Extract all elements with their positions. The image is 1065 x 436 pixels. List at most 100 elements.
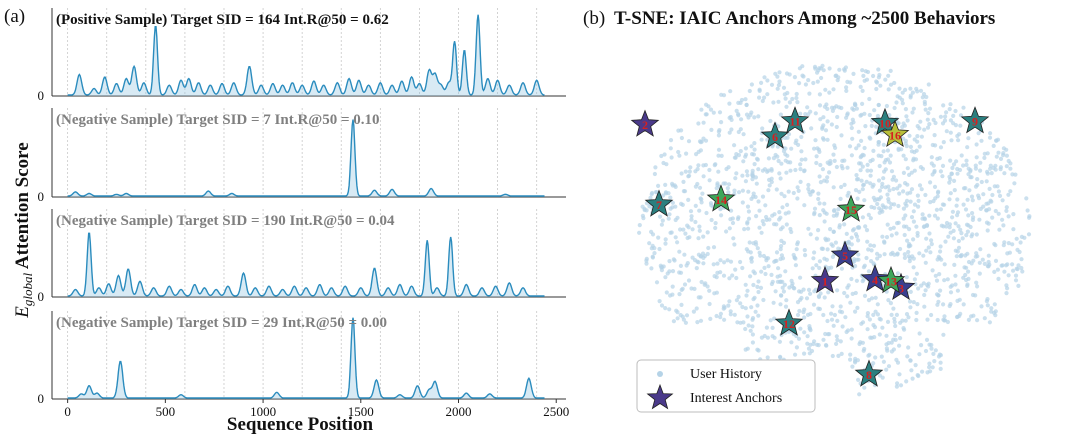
user-history-dot [934, 278, 940, 283]
user-history-dot [975, 177, 980, 182]
user-history-dot [815, 79, 820, 84]
user-history-dot [871, 148, 876, 153]
user-history-dot [740, 173, 745, 178]
user-history-dot [907, 133, 912, 138]
user-history-dot [760, 126, 765, 131]
user-history-dot [698, 295, 703, 300]
user-history-dot [821, 137, 826, 142]
user-history-dot [813, 66, 818, 71]
user-history-dot [755, 284, 760, 289]
user-history-dot [913, 363, 918, 368]
user-history-dot [765, 78, 770, 83]
user-history-dot [988, 198, 993, 203]
user-history-dot [647, 204, 652, 209]
user-history-dot [970, 217, 976, 222]
user-history-dot [788, 226, 793, 232]
user-history-dot [777, 70, 782, 75]
user-history-dot [823, 343, 829, 348]
user-history-dot [910, 376, 915, 381]
user-history-dot [981, 204, 986, 209]
user-history-dot [688, 165, 693, 170]
user-history-dot [1014, 236, 1019, 241]
user-history-dot [798, 326, 803, 331]
user-history-dot [734, 298, 740, 303]
user-history-dot [877, 188, 883, 193]
user-history-dot [750, 324, 755, 329]
user-history-dot [917, 352, 922, 357]
user-history-dot [818, 180, 824, 185]
user-history-dot [956, 245, 962, 250]
user-history-dot [986, 253, 991, 258]
user-history-dot [954, 314, 960, 320]
user-history-dot [838, 339, 843, 344]
user-history-dot [891, 186, 896, 192]
user-history-dot [892, 80, 897, 86]
user-history-dot [1010, 262, 1015, 267]
user-history-dot [881, 149, 886, 154]
user-history-dot [923, 192, 928, 198]
anchor-star-shape [870, 107, 900, 136]
user-history-dot [1004, 205, 1009, 210]
user-history-dot [727, 299, 732, 304]
user-history-dot [927, 361, 932, 366]
user-history-dot [722, 305, 727, 310]
user-history-dot [816, 343, 821, 348]
user-history-dot [854, 106, 860, 111]
user-history-dot [781, 289, 787, 294]
user-history-dot [681, 317, 687, 322]
user-history-dot [750, 152, 755, 157]
user-history-dot [872, 335, 877, 340]
user-history-dot [880, 203, 885, 208]
user-history-dot [938, 207, 944, 212]
user-history-dot [668, 146, 673, 151]
user-history-dot [943, 239, 948, 244]
user-history-dot [754, 156, 760, 161]
user-history-dot [697, 208, 702, 213]
user-history-dot [697, 139, 703, 144]
user-history-dot [922, 127, 927, 132]
user-history-dot [876, 75, 882, 80]
user-history-dot [822, 219, 827, 224]
user-history-dot [1013, 278, 1019, 283]
user-history-dot [704, 210, 709, 216]
user-history-dot [1013, 273, 1019, 278]
anchor-star-9: 9 [960, 106, 990, 134]
user-history-dot [775, 74, 780, 79]
legend-dot-marker [657, 371, 663, 377]
user-history-dot [946, 234, 951, 239]
user-history-dot [900, 90, 905, 95]
user-history-dot [993, 163, 998, 168]
user-history-dot [897, 343, 902, 348]
user-history-dot [644, 258, 649, 263]
user-history-dot [936, 299, 941, 304]
user-history-dot [811, 256, 816, 261]
user-history-dot [969, 175, 974, 180]
user-history-dot [772, 316, 777, 321]
user-history-dot [686, 225, 691, 230]
user-history-dot [871, 243, 877, 248]
user-history-dot [668, 195, 673, 200]
user-history-dot [682, 282, 688, 287]
user-history-dot [785, 90, 790, 96]
user-history-dot [926, 245, 931, 250]
user-history-dot [681, 227, 686, 232]
user-history-dot [666, 216, 671, 221]
user-history-dot [908, 86, 913, 91]
user-history-dot [985, 151, 990, 156]
user-history-dot [838, 304, 843, 309]
user-history-dot [965, 282, 970, 287]
user-history-dot [834, 164, 840, 170]
anchor-star-label: 4 [872, 273, 878, 287]
user-history-dot [979, 304, 984, 309]
user-history-dot [853, 102, 858, 108]
user-history-dot [908, 93, 913, 98]
user-history-dot [687, 169, 692, 174]
user-history-dot [877, 332, 882, 337]
user-history-dot [696, 236, 701, 241]
user-history-dot [640, 204, 645, 209]
user-history-dot [754, 181, 759, 186]
user-history-dot [938, 244, 943, 249]
user-history-dot [679, 135, 685, 141]
user-history-dot [803, 157, 808, 162]
user-history-dot [822, 178, 827, 183]
